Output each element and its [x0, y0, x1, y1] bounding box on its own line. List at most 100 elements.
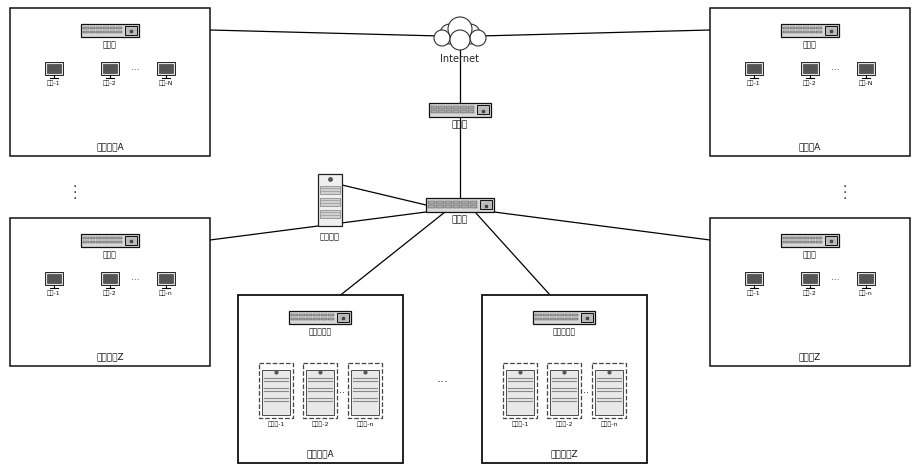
FancyBboxPatch shape	[467, 110, 473, 113]
Circle shape	[448, 17, 471, 41]
FancyBboxPatch shape	[581, 312, 593, 322]
Text: 虚拟机-n: 虚拟机-n	[599, 422, 618, 427]
FancyBboxPatch shape	[291, 314, 298, 316]
Text: 裁判-2: 裁判-2	[802, 290, 816, 296]
FancyBboxPatch shape	[313, 314, 320, 316]
Text: 虚拟机-2: 虚拟机-2	[312, 422, 329, 427]
FancyBboxPatch shape	[445, 110, 451, 113]
FancyBboxPatch shape	[103, 236, 108, 239]
FancyBboxPatch shape	[109, 241, 115, 243]
Text: Internet: Internet	[440, 54, 479, 64]
Circle shape	[470, 30, 485, 46]
FancyBboxPatch shape	[436, 201, 443, 203]
FancyBboxPatch shape	[81, 234, 139, 246]
FancyBboxPatch shape	[452, 106, 459, 108]
FancyBboxPatch shape	[452, 205, 460, 208]
Text: .: .	[73, 176, 77, 190]
FancyBboxPatch shape	[557, 314, 563, 316]
Text: 虚拟机-n: 虚拟机-n	[356, 422, 373, 427]
Circle shape	[460, 24, 480, 44]
FancyBboxPatch shape	[430, 110, 437, 113]
Text: 作战小队A: 作战小队A	[96, 142, 124, 151]
Text: 计算节点Z: 计算节点Z	[550, 449, 578, 458]
FancyBboxPatch shape	[313, 317, 320, 320]
FancyBboxPatch shape	[800, 272, 818, 285]
FancyBboxPatch shape	[96, 236, 102, 239]
FancyBboxPatch shape	[109, 236, 115, 239]
FancyBboxPatch shape	[780, 24, 838, 36]
FancyBboxPatch shape	[789, 236, 794, 239]
FancyBboxPatch shape	[572, 314, 578, 316]
FancyBboxPatch shape	[81, 24, 139, 36]
Text: 裁判-1: 裁判-1	[746, 290, 760, 296]
Text: 队员-n: 队员-n	[159, 290, 173, 296]
FancyBboxPatch shape	[89, 236, 96, 239]
FancyBboxPatch shape	[347, 363, 381, 417]
FancyBboxPatch shape	[557, 317, 563, 320]
FancyBboxPatch shape	[262, 370, 289, 414]
Text: .: .	[842, 188, 846, 202]
FancyBboxPatch shape	[592, 363, 625, 417]
FancyBboxPatch shape	[782, 236, 788, 239]
FancyBboxPatch shape	[89, 26, 96, 29]
FancyBboxPatch shape	[460, 205, 468, 208]
FancyBboxPatch shape	[789, 31, 794, 33]
Text: 队员-2: 队员-2	[103, 290, 117, 296]
FancyBboxPatch shape	[320, 186, 340, 194]
Circle shape	[434, 30, 449, 46]
FancyBboxPatch shape	[782, 241, 788, 243]
Text: .: .	[73, 188, 77, 202]
FancyBboxPatch shape	[291, 317, 298, 320]
FancyBboxPatch shape	[824, 236, 836, 244]
FancyBboxPatch shape	[103, 64, 117, 73]
FancyBboxPatch shape	[802, 241, 808, 243]
FancyBboxPatch shape	[157, 272, 175, 285]
Text: 裁判-1: 裁判-1	[746, 80, 760, 86]
FancyBboxPatch shape	[318, 174, 342, 226]
Text: 队员-2: 队员-2	[103, 80, 117, 86]
Text: ...: ...	[830, 63, 839, 72]
FancyBboxPatch shape	[802, 31, 808, 33]
FancyBboxPatch shape	[470, 205, 476, 208]
Text: ...: ...	[436, 373, 448, 385]
FancyBboxPatch shape	[96, 31, 102, 33]
FancyBboxPatch shape	[299, 317, 305, 320]
FancyBboxPatch shape	[744, 272, 762, 285]
Text: 交换机: 交换机	[802, 250, 816, 259]
FancyBboxPatch shape	[427, 205, 435, 208]
FancyBboxPatch shape	[476, 105, 489, 114]
FancyBboxPatch shape	[796, 26, 801, 29]
FancyBboxPatch shape	[782, 26, 788, 29]
FancyBboxPatch shape	[10, 8, 210, 156]
FancyBboxPatch shape	[564, 317, 571, 320]
FancyBboxPatch shape	[306, 370, 335, 414]
Text: 虚拟机-1: 虚拟机-1	[267, 422, 284, 427]
FancyBboxPatch shape	[505, 370, 533, 414]
FancyBboxPatch shape	[89, 241, 96, 243]
FancyBboxPatch shape	[328, 317, 335, 320]
FancyBboxPatch shape	[428, 103, 491, 117]
FancyBboxPatch shape	[452, 110, 459, 113]
FancyBboxPatch shape	[460, 106, 466, 108]
Text: 裁判组A: 裁判组A	[798, 142, 821, 151]
Text: 作战小队Z: 作战小队Z	[96, 352, 124, 361]
FancyBboxPatch shape	[533, 310, 595, 324]
FancyBboxPatch shape	[45, 62, 62, 75]
FancyBboxPatch shape	[89, 31, 96, 33]
FancyBboxPatch shape	[83, 241, 88, 243]
FancyBboxPatch shape	[10, 218, 210, 366]
Text: 交换机: 交换机	[103, 40, 117, 49]
FancyBboxPatch shape	[116, 26, 122, 29]
Text: 队员-N: 队员-N	[159, 80, 173, 86]
FancyBboxPatch shape	[857, 62, 874, 75]
FancyBboxPatch shape	[96, 241, 102, 243]
FancyBboxPatch shape	[83, 31, 88, 33]
FancyBboxPatch shape	[101, 62, 119, 75]
FancyBboxPatch shape	[444, 201, 451, 203]
FancyBboxPatch shape	[445, 106, 451, 108]
FancyBboxPatch shape	[436, 205, 443, 208]
FancyBboxPatch shape	[238, 295, 403, 463]
FancyBboxPatch shape	[709, 218, 909, 366]
FancyBboxPatch shape	[303, 363, 337, 417]
FancyBboxPatch shape	[809, 236, 814, 239]
